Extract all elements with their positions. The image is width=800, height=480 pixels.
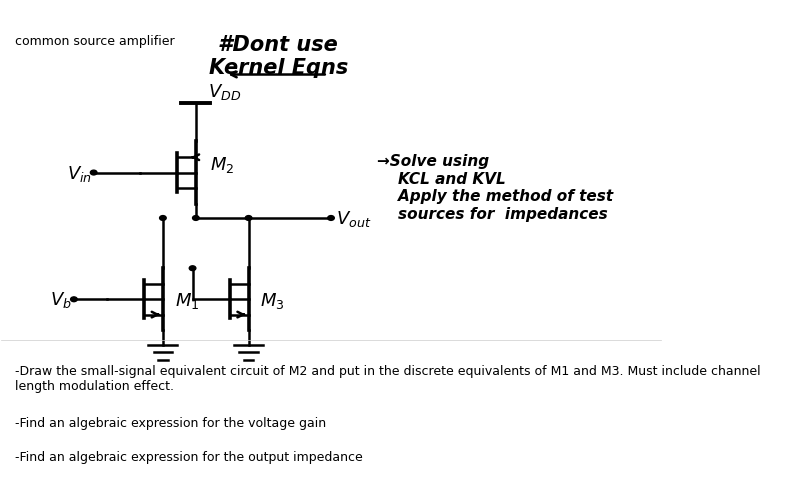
Circle shape <box>328 216 334 221</box>
Text: common source amplifier: common source amplifier <box>14 35 174 48</box>
Circle shape <box>193 216 199 221</box>
Circle shape <box>246 216 252 221</box>
Circle shape <box>90 171 97 176</box>
Circle shape <box>70 297 77 302</box>
Text: -Find an algebraic expression for the voltage gain: -Find an algebraic expression for the vo… <box>14 417 326 430</box>
Text: #Dont use
Kernel Eqns: #Dont use Kernel Eqns <box>209 35 348 78</box>
Text: $M_1$: $M_1$ <box>174 290 199 311</box>
Circle shape <box>190 266 196 271</box>
Text: -Draw the small-signal equivalent circuit of M2 and put in the discrete equivale: -Draw the small-signal equivalent circui… <box>14 364 760 392</box>
Text: -Find an algebraic expression for the output impedance: -Find an algebraic expression for the ou… <box>14 450 362 463</box>
Text: $V_b$: $V_b$ <box>50 289 72 310</box>
Text: $V_{in}$: $V_{in}$ <box>66 163 92 183</box>
Circle shape <box>159 216 166 221</box>
Text: $M_2$: $M_2$ <box>210 155 234 174</box>
Text: →Solve using
    KCL and KVL
    Apply the method of test
    sources for  imped: →Solve using KCL and KVL Apply the metho… <box>377 154 614 221</box>
Text: $V_{DD}$: $V_{DD}$ <box>208 82 241 102</box>
Text: $M_3$: $M_3$ <box>261 290 285 311</box>
Text: $V_{out}$: $V_{out}$ <box>336 208 372 228</box>
